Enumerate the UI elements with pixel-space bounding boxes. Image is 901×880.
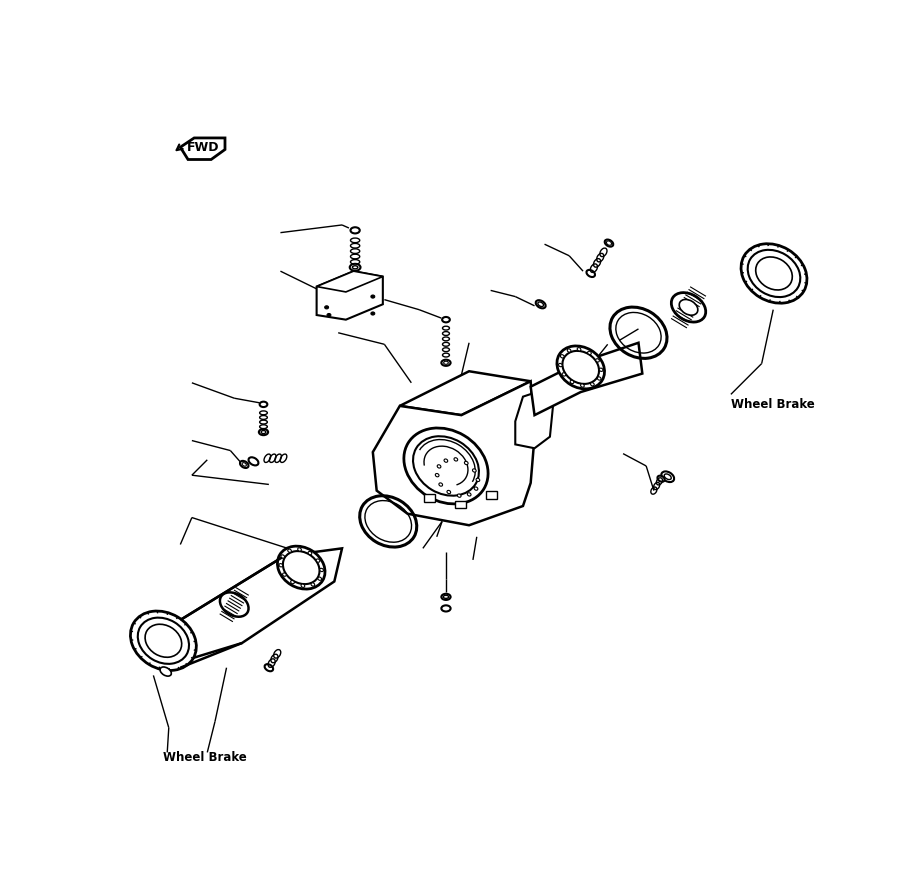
- Ellipse shape: [606, 241, 612, 246]
- Ellipse shape: [605, 239, 614, 246]
- Ellipse shape: [160, 667, 171, 676]
- Ellipse shape: [249, 458, 259, 466]
- Ellipse shape: [443, 362, 449, 364]
- Ellipse shape: [297, 548, 301, 551]
- Ellipse shape: [433, 456, 481, 499]
- Ellipse shape: [568, 348, 571, 352]
- Ellipse shape: [443, 595, 449, 598]
- Ellipse shape: [671, 293, 705, 322]
- Ellipse shape: [580, 384, 584, 387]
- Ellipse shape: [278, 546, 325, 589]
- Ellipse shape: [587, 270, 595, 277]
- Ellipse shape: [439, 461, 476, 494]
- Ellipse shape: [538, 302, 543, 306]
- Ellipse shape: [756, 257, 792, 290]
- Ellipse shape: [474, 487, 478, 490]
- Ellipse shape: [441, 594, 450, 600]
- Ellipse shape: [279, 563, 283, 567]
- Ellipse shape: [350, 264, 360, 271]
- Ellipse shape: [352, 266, 358, 269]
- Ellipse shape: [308, 552, 312, 554]
- Text: Wheel Brake: Wheel Brake: [163, 752, 247, 765]
- Polygon shape: [161, 548, 342, 668]
- Polygon shape: [180, 138, 225, 159]
- Ellipse shape: [220, 592, 249, 617]
- Ellipse shape: [283, 573, 287, 576]
- Text: Wheel Brake: Wheel Brake: [731, 398, 815, 411]
- Ellipse shape: [748, 250, 800, 297]
- Ellipse shape: [437, 465, 441, 468]
- Ellipse shape: [131, 611, 196, 671]
- Ellipse shape: [318, 577, 322, 580]
- Ellipse shape: [259, 429, 268, 435]
- Ellipse shape: [441, 360, 450, 366]
- Ellipse shape: [311, 583, 314, 586]
- Ellipse shape: [557, 346, 605, 389]
- Ellipse shape: [301, 584, 305, 587]
- Ellipse shape: [476, 478, 479, 481]
- Ellipse shape: [261, 430, 266, 434]
- Ellipse shape: [316, 559, 320, 562]
- Ellipse shape: [597, 377, 601, 380]
- Ellipse shape: [444, 459, 448, 462]
- Ellipse shape: [291, 581, 295, 583]
- Ellipse shape: [138, 618, 189, 664]
- Ellipse shape: [442, 317, 450, 322]
- Text: FWD: FWD: [187, 142, 220, 155]
- Ellipse shape: [283, 551, 320, 584]
- Ellipse shape: [578, 348, 581, 351]
- Ellipse shape: [570, 380, 574, 384]
- Polygon shape: [373, 381, 534, 525]
- Bar: [486, 491, 496, 499]
- Ellipse shape: [265, 664, 273, 671]
- Ellipse shape: [454, 458, 458, 461]
- Ellipse shape: [664, 474, 671, 480]
- Bar: [424, 495, 435, 502]
- Polygon shape: [400, 371, 531, 415]
- Ellipse shape: [327, 313, 331, 317]
- Ellipse shape: [468, 493, 471, 496]
- Ellipse shape: [658, 476, 665, 481]
- Ellipse shape: [559, 363, 562, 367]
- Ellipse shape: [281, 555, 285, 558]
- Ellipse shape: [259, 401, 268, 407]
- Ellipse shape: [599, 368, 603, 371]
- Ellipse shape: [242, 463, 246, 466]
- Ellipse shape: [596, 359, 599, 362]
- Ellipse shape: [587, 351, 591, 355]
- Ellipse shape: [661, 472, 674, 482]
- Polygon shape: [531, 343, 642, 415]
- Ellipse shape: [464, 461, 469, 465]
- Ellipse shape: [562, 373, 566, 376]
- Ellipse shape: [145, 624, 182, 657]
- Polygon shape: [316, 271, 383, 292]
- Polygon shape: [316, 271, 383, 319]
- Ellipse shape: [560, 355, 564, 358]
- Ellipse shape: [447, 490, 450, 494]
- Polygon shape: [515, 389, 554, 448]
- Ellipse shape: [562, 351, 599, 384]
- Ellipse shape: [458, 494, 461, 497]
- Ellipse shape: [287, 549, 291, 553]
- Ellipse shape: [441, 605, 450, 612]
- Ellipse shape: [435, 473, 439, 477]
- Ellipse shape: [324, 306, 329, 309]
- Ellipse shape: [350, 227, 359, 233]
- Ellipse shape: [320, 568, 323, 572]
- Ellipse shape: [590, 383, 594, 386]
- Ellipse shape: [741, 244, 807, 304]
- Ellipse shape: [679, 299, 697, 315]
- Ellipse shape: [536, 300, 546, 308]
- Ellipse shape: [439, 483, 442, 486]
- Ellipse shape: [472, 469, 476, 473]
- Ellipse shape: [404, 428, 488, 504]
- Bar: [455, 501, 466, 509]
- Ellipse shape: [371, 295, 375, 298]
- Ellipse shape: [240, 461, 249, 468]
- Ellipse shape: [371, 312, 375, 315]
